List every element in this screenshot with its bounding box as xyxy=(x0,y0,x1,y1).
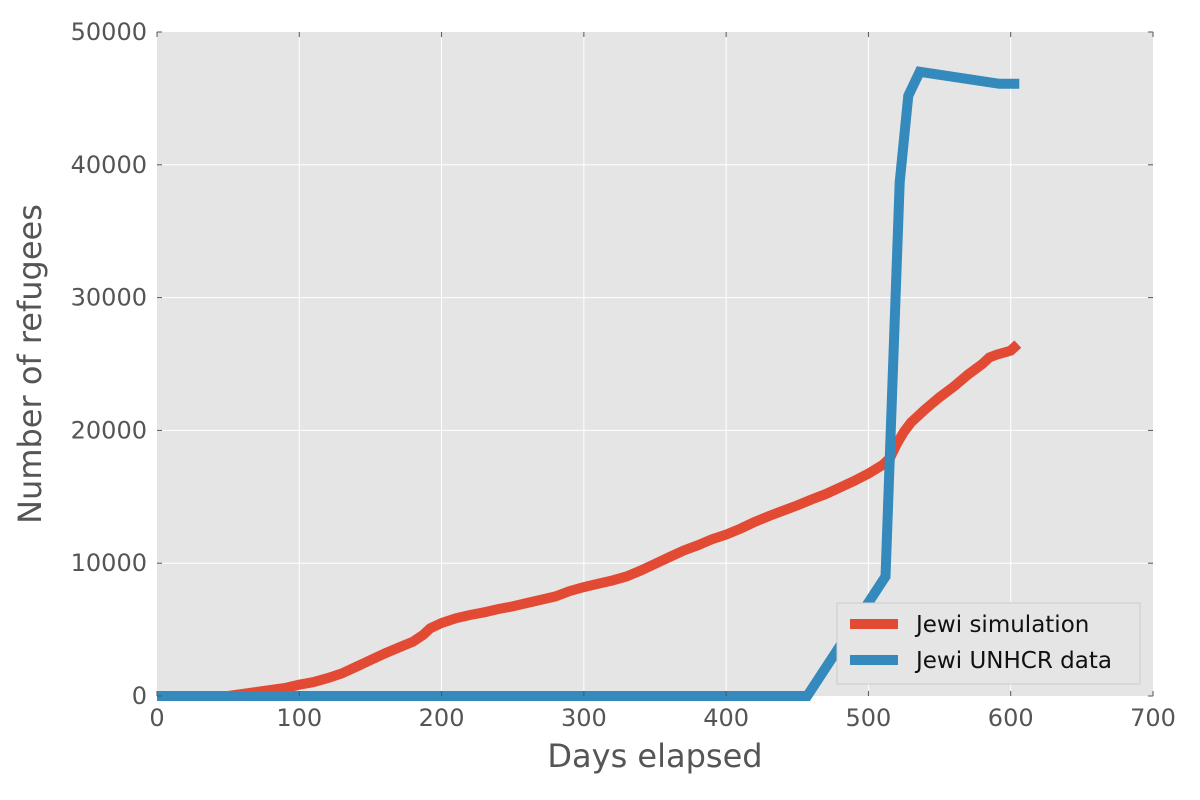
x-tick-label: 0 xyxy=(149,704,164,732)
y-tick-label: 10000 xyxy=(71,549,147,577)
y-tick-label: 0 xyxy=(132,682,147,710)
legend: Jewi simulation Jewi UNHCR data xyxy=(836,602,1141,685)
y-tick-label: 50000 xyxy=(71,18,147,46)
y-tick-label: 20000 xyxy=(71,416,147,444)
legend-label-jewi-simulation: Jewi simulation xyxy=(914,612,1089,638)
x-tick-label: 400 xyxy=(703,704,749,732)
x-tick-label: 200 xyxy=(419,704,465,732)
x-tick-label: 100 xyxy=(276,704,322,732)
legend-box xyxy=(836,602,1141,685)
grid-lines xyxy=(157,32,1153,696)
legend-label-jewi-unhcr-data: Jewi UNHCR data xyxy=(914,648,1112,674)
y-tick-label: 40000 xyxy=(71,151,147,179)
x-axis-title: Days elapsed xyxy=(547,737,762,775)
x-tick-label: 600 xyxy=(988,704,1034,732)
x-tick-label: 300 xyxy=(561,704,607,732)
plot-area xyxy=(157,32,1153,696)
y-tick-label: 30000 xyxy=(71,284,147,312)
tick-labels: 0 100 200 300 400 500 600 700 0 10000 20000 30000 40… xyxy=(71,18,1176,732)
series-line-jewi-simulation xyxy=(157,340,1022,701)
series-lines xyxy=(157,66,1022,701)
x-tick-label: 500 xyxy=(846,704,892,732)
series-line-jewi-unhcr-data xyxy=(157,66,1020,701)
axis-ticks xyxy=(156,31,1154,697)
y-axis-title: Number of refugees xyxy=(11,204,49,524)
x-tick-label: 700 xyxy=(1130,704,1176,732)
